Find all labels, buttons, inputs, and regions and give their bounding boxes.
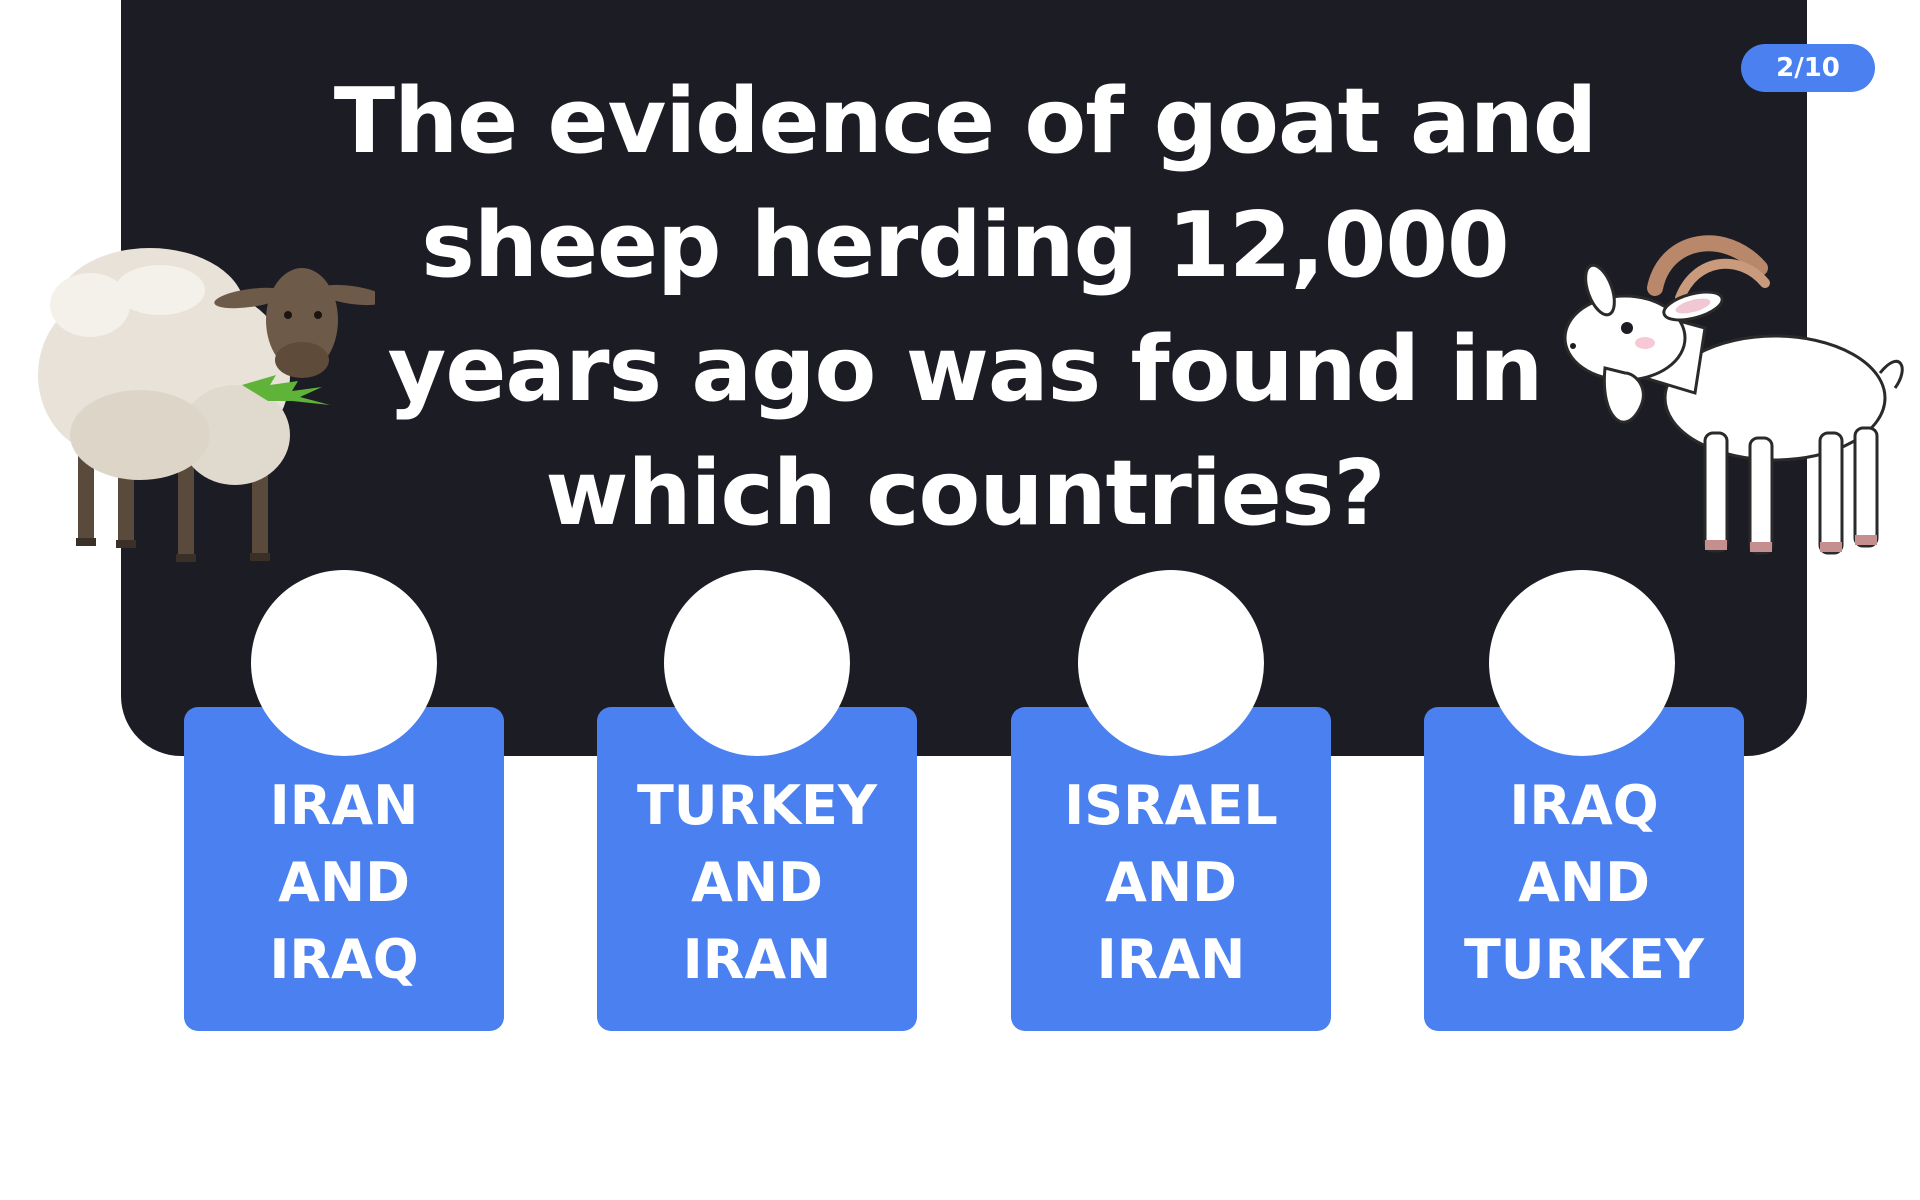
answer-label-3: ISRAEL AND IRAN xyxy=(1064,774,1278,991)
question-text: The evidence of goat and sheep herding 1… xyxy=(333,69,1598,546)
answer-label-1: IRAN AND IRAQ xyxy=(269,774,419,991)
answer-option-4[interactable]: IRAQ AND TURKEY xyxy=(1424,707,1744,1031)
progress-badge: 2/10 xyxy=(1741,44,1875,92)
answer-option-2[interactable]: TURKEY AND IRAN xyxy=(597,707,917,1031)
answer-option-1[interactable]: IRAN AND IRAQ xyxy=(184,707,504,1031)
answer-select-circle-4[interactable] xyxy=(1489,570,1675,756)
sheep-icon xyxy=(38,248,375,562)
answer-select-circle-2[interactable] xyxy=(664,570,850,756)
answer-select-circle-1[interactable] xyxy=(251,570,437,756)
answer-label-4: IRAQ AND TURKEY xyxy=(1463,774,1705,991)
answer-option-3[interactable]: ISRAEL AND IRAN xyxy=(1011,707,1331,1031)
answer-label-2: TURKEY AND IRAN xyxy=(636,774,878,991)
answer-select-circle-3[interactable] xyxy=(1078,570,1264,756)
goat-icon xyxy=(1563,235,1904,555)
